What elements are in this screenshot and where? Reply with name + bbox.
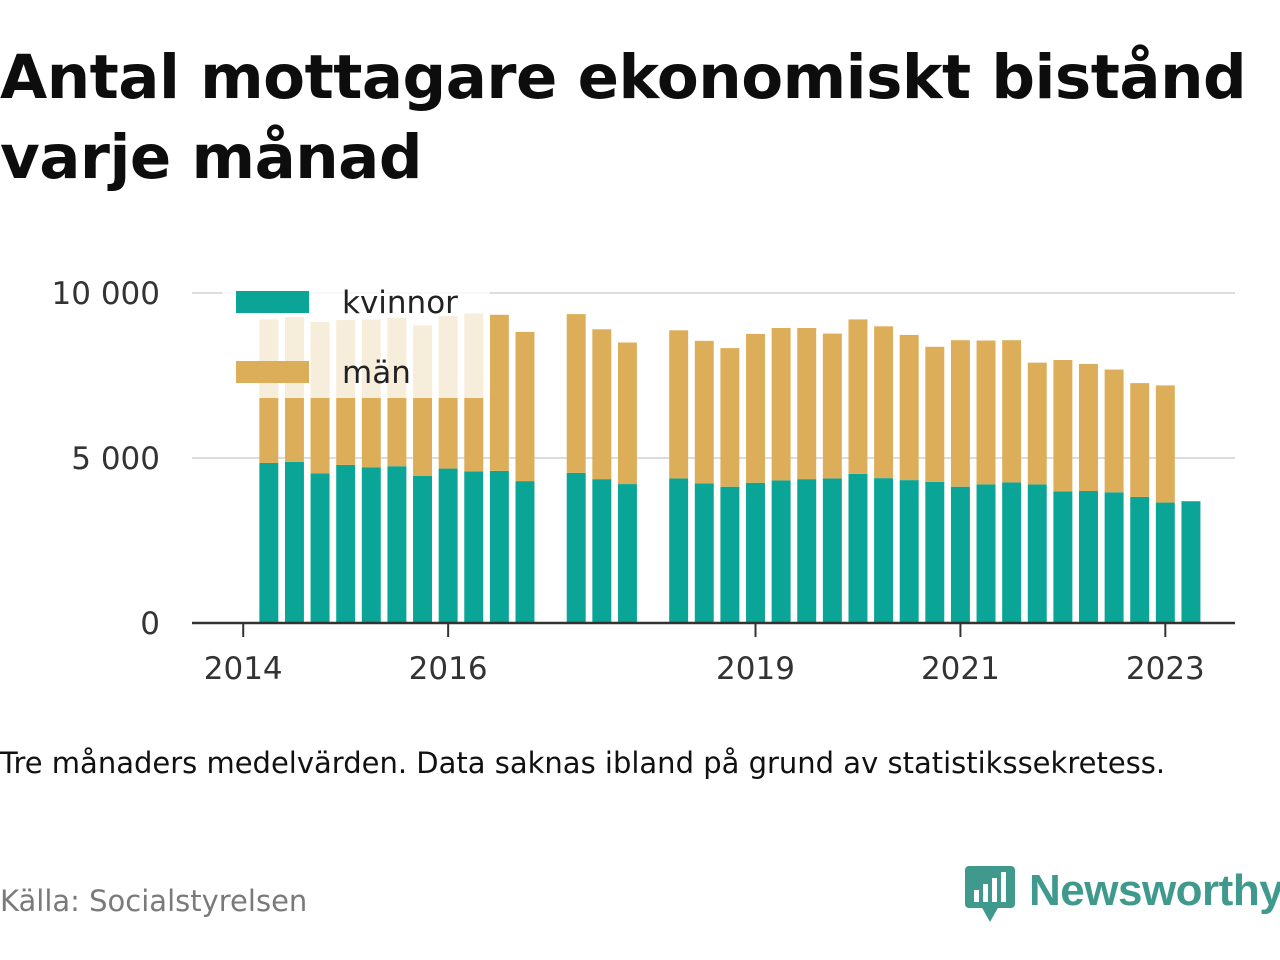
- bar-man: [694, 340, 714, 484]
- bar-kvinnor: [617, 484, 637, 623]
- brand-logo: Newsworthy: [965, 860, 1280, 922]
- bar-kvinnor: [438, 468, 458, 623]
- bar-kvinnor: [361, 467, 381, 623]
- legend-label: män: [342, 355, 411, 391]
- bar-man: [771, 327, 791, 481]
- bar-man: [617, 342, 637, 485]
- legend-swatch: [236, 361, 309, 383]
- bar-kvinnor: [310, 473, 330, 623]
- x-tick-label: 2021: [921, 651, 1000, 687]
- bar-man: [720, 348, 740, 487]
- chart-title: Antal mottagare ekonomiskt bistånd varje…: [0, 42, 1247, 193]
- bar-kvinnor: [720, 486, 740, 623]
- bar-man: [1002, 340, 1022, 483]
- bar-kvinnor: [566, 472, 586, 623]
- bar-man: [1130, 383, 1150, 497]
- bar-man: [874, 326, 894, 479]
- chart-note: Tre månaders medelvärden. Data saknas ib…: [0, 746, 1166, 780]
- bar-kvinnor: [592, 479, 612, 623]
- bar-kvinnor: [284, 461, 304, 623]
- bar-kvinnor: [746, 482, 765, 623]
- brand-name: Newsworthy: [1029, 866, 1280, 915]
- bar-kvinnor: [694, 483, 714, 623]
- bar-man: [925, 346, 945, 482]
- bar-kvinnor: [1027, 484, 1047, 623]
- bar-man: [592, 329, 612, 480]
- bar-kvinnor: [899, 480, 919, 623]
- x-tick-label: 2014: [204, 651, 283, 687]
- bar-kvinnor: [489, 470, 509, 623]
- source-credit: Källa: Socialstyrelsen: [0, 884, 308, 918]
- bar-kvinnor: [874, 478, 894, 623]
- bar-kvinnor: [822, 478, 842, 623]
- legend-label: kvinnor: [342, 285, 458, 321]
- bar-man: [976, 340, 996, 485]
- bar-kvinnor: [1181, 501, 1201, 623]
- bar-man: [746, 333, 765, 483]
- bar-kvinnor: [387, 466, 407, 623]
- bar-man: [515, 331, 535, 482]
- bar-kvinnor: [336, 464, 356, 623]
- bar-man: [566, 314, 586, 473]
- bar-kvinnor: [771, 480, 791, 623]
- bar-kvinnor: [669, 478, 689, 623]
- bar-kvinnor: [925, 481, 945, 623]
- bar-kvinnor: [976, 484, 996, 623]
- bar-kvinnor: [1053, 491, 1073, 623]
- bar-kvinnor: [797, 479, 817, 623]
- x-tick-label: 2016: [409, 651, 488, 687]
- bar-kvinnor: [1130, 496, 1150, 623]
- bar-kvinnor: [259, 462, 279, 623]
- bar-kvinnor: [413, 475, 433, 623]
- bar-man: [1079, 363, 1098, 491]
- bar-kvinnor: [1104, 492, 1124, 623]
- bar-kvinnor: [1002, 482, 1022, 623]
- bar-kvinnor: [515, 481, 535, 623]
- bar-man: [1053, 359, 1073, 492]
- bar-man: [797, 327, 817, 480]
- bar-man: [950, 340, 970, 487]
- bar-man: [1155, 385, 1175, 503]
- bar-man: [1104, 369, 1124, 493]
- bar-man: [899, 334, 919, 481]
- bar-man: [822, 333, 842, 479]
- x-tick-label: 2019: [716, 651, 795, 687]
- y-tick-label: 0: [140, 606, 160, 642]
- legend-swatch: [236, 291, 309, 313]
- bar-man: [848, 319, 868, 474]
- bar-kvinnor: [950, 486, 970, 623]
- y-tick-label: 5 000: [71, 441, 160, 477]
- bar-kvinnor: [1079, 491, 1098, 623]
- legend: kvinnor män: [222, 284, 490, 398]
- axes: 0 5 000 10 000 2014 2016 2019 2021 2023: [52, 276, 1235, 687]
- bar-chart: 0 5 000 10 000 2014 2016 2019 2021 2023 kvinnor…: [52, 276, 1235, 687]
- bar-kvinnor: [1155, 502, 1175, 623]
- bar-man: [669, 330, 689, 479]
- bar-kvinnor: [464, 471, 484, 623]
- bar-kvinnor: [848, 473, 868, 623]
- x-tick-label: 2023: [1126, 651, 1205, 687]
- newsworthy-logo-icon: [965, 866, 1015, 922]
- y-tick-label: 10 000: [52, 276, 160, 312]
- bar-man: [1027, 362, 1047, 485]
- bar-man: [489, 314, 509, 471]
